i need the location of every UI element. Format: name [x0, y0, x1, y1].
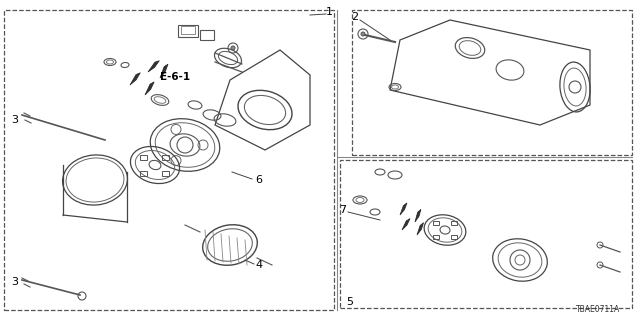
- Circle shape: [231, 46, 235, 50]
- Bar: [433, 221, 439, 225]
- Circle shape: [361, 32, 365, 36]
- Bar: [140, 155, 147, 160]
- Bar: [163, 171, 170, 176]
- Polygon shape: [160, 64, 168, 78]
- Bar: [178, 25, 198, 37]
- Text: 5: 5: [346, 297, 353, 307]
- Polygon shape: [400, 203, 407, 215]
- Text: E-6-1: E-6-1: [160, 72, 190, 82]
- Text: 7: 7: [339, 205, 346, 215]
- Bar: [451, 235, 457, 239]
- Polygon shape: [402, 219, 410, 230]
- Bar: [451, 221, 457, 225]
- Text: 4: 4: [255, 260, 262, 270]
- Bar: [340, 160, 632, 308]
- Bar: [352, 10, 632, 155]
- Polygon shape: [130, 73, 140, 85]
- Polygon shape: [148, 61, 159, 72]
- Bar: [181, 26, 195, 34]
- Polygon shape: [417, 223, 424, 235]
- Text: TBAE0711A: TBAE0711A: [576, 306, 620, 315]
- Text: 1: 1: [326, 7, 333, 17]
- Polygon shape: [415, 209, 421, 222]
- Text: 2: 2: [351, 12, 358, 22]
- Bar: [200, 30, 214, 40]
- Bar: [433, 235, 439, 239]
- Bar: [163, 155, 170, 160]
- Text: 6: 6: [255, 175, 262, 185]
- Text: 3: 3: [11, 115, 18, 125]
- Bar: [140, 171, 147, 176]
- Bar: [4, 10, 334, 310]
- Text: 3: 3: [11, 277, 18, 287]
- Polygon shape: [145, 82, 154, 95]
